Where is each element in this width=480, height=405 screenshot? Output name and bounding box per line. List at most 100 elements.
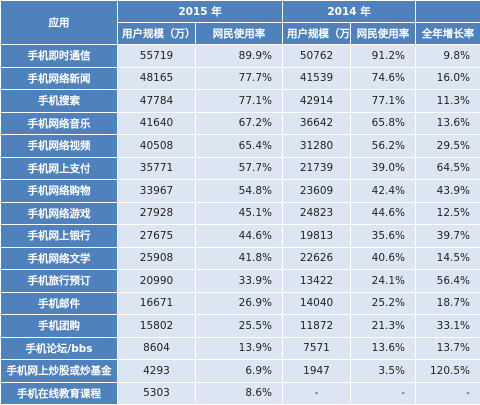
app-name: 手机旅行预订 bbox=[0, 269, 118, 293]
app-name: 手机网上炒股或炒基金 bbox=[0, 359, 118, 383]
table-cell: 36642 bbox=[282, 111, 352, 135]
table-cell: 3.5% bbox=[350, 359, 417, 383]
table-cell: 55719 bbox=[117, 44, 196, 68]
app-name: 手机团购 bbox=[0, 314, 118, 338]
table-cell: 23609 bbox=[282, 179, 352, 203]
table-cell: 67.2% bbox=[194, 111, 284, 135]
table-cell: 8.6% bbox=[194, 381, 284, 405]
table-cell: 77.1% bbox=[194, 89, 284, 113]
table-row: 手机论坛/bbs 8604 13.9% 7571 13.6% 13.7% bbox=[0, 336, 480, 360]
table-cell: 77.1% bbox=[350, 89, 417, 113]
header-cell: 用户规模（万） bbox=[282, 22, 352, 45]
table-cell: 57.7% bbox=[194, 156, 284, 180]
table-cell: 25.2% bbox=[350, 291, 417, 315]
table-cell: 35771 bbox=[117, 156, 196, 180]
table-cell: 13.6% bbox=[350, 336, 417, 360]
table-cell: 27928 bbox=[117, 201, 196, 225]
app-name: 手机网络游戏 bbox=[0, 201, 118, 225]
app-name: 手机网上银行 bbox=[0, 224, 118, 248]
table-cell: 27675 bbox=[117, 224, 196, 248]
table-cell: 91.2% bbox=[350, 44, 417, 68]
app-name: 手机网络视频 bbox=[0, 134, 118, 158]
header-row: 应用 2015 年 2014 年 bbox=[0, 0, 480, 45]
header-cell: 2015 年 bbox=[116, 0, 284, 23]
table-row: 手机网上炒股或炒基金 4293 6.9% 1947 3.5% 120.5% bbox=[0, 359, 480, 383]
table-cell: 44.6% bbox=[194, 224, 284, 248]
table-cell: 14.5% bbox=[415, 246, 480, 270]
table-cell: 48165 bbox=[117, 66, 196, 90]
table-cell: 6.9% bbox=[194, 359, 284, 383]
table-cell: - bbox=[282, 381, 352, 405]
table-row: 手机团购 15802 25.5% 11872 21.3% 33.1% bbox=[0, 314, 480, 338]
table-cell: 7571 bbox=[282, 336, 352, 360]
app-name: 手机网络购物 bbox=[0, 179, 118, 203]
table-cell: 8604 bbox=[117, 336, 196, 360]
app-name: 手机网络文学 bbox=[0, 246, 118, 270]
table-cell: 44.6% bbox=[350, 201, 417, 225]
table-cell: 15802 bbox=[117, 314, 196, 338]
header-cell: 应用 bbox=[0, 0, 118, 45]
table-cell: - bbox=[415, 381, 480, 405]
table-cell: 29.5% bbox=[415, 134, 480, 158]
table-cell: 19813 bbox=[282, 224, 352, 248]
table-cell: 50762 bbox=[282, 44, 352, 68]
table-row: 手机邮件 16671 26.9% 14040 25.2% 18.7% bbox=[0, 291, 480, 315]
app-name: 手机在线教育课程 bbox=[0, 381, 118, 405]
header-cell: 网民使用率 bbox=[194, 22, 284, 45]
header-cell: 网民使用率 bbox=[350, 22, 417, 45]
table-cell: 31280 bbox=[282, 134, 352, 158]
table-cell: 16.0% bbox=[415, 66, 480, 90]
table-row: 手机网上支付 35771 57.7% 21739 39.0% 64.5% bbox=[0, 156, 480, 180]
table-cell: 65.4% bbox=[194, 134, 284, 158]
table-cell: 13.6% bbox=[415, 111, 480, 135]
table-cell: 45.1% bbox=[194, 201, 284, 225]
table-row: 手机网络游戏 27928 45.1% 24823 44.6% 12.5% bbox=[0, 201, 480, 225]
table-cell: 42.4% bbox=[350, 179, 417, 203]
table-row: 手机网络新闻 48165 77.7% 41539 74.6% 16.0% bbox=[0, 66, 480, 90]
header-cell: 用户规模（万） bbox=[117, 22, 196, 45]
table-cell: 89.9% bbox=[194, 44, 284, 68]
header-cell: 2014 年 bbox=[282, 0, 417, 23]
table-cell: 22626 bbox=[282, 246, 352, 270]
app-name: 手机邮件 bbox=[0, 291, 118, 315]
table-row: 手机网络购物 33967 54.8% 23609 42.4% 43.9% bbox=[0, 179, 480, 203]
table-cell: 33.1% bbox=[415, 314, 480, 338]
table-cell: 25908 bbox=[117, 246, 196, 270]
app-name: 手机搜索 bbox=[0, 89, 118, 113]
table-cell: 25.5% bbox=[194, 314, 284, 338]
table-row: 手机网络文学 25908 41.8% 22626 40.6% 14.5% bbox=[0, 246, 480, 270]
table-cell: 4293 bbox=[117, 359, 196, 383]
app-name: 手机论坛/bbs bbox=[0, 336, 118, 360]
table-cell: 56.2% bbox=[350, 134, 417, 158]
header-cell bbox=[415, 0, 480, 23]
table-row: 手机网上银行 27675 44.6% 19813 35.6% 39.7% bbox=[0, 224, 480, 248]
table-cell: 20990 bbox=[117, 269, 196, 293]
table-cell: 64.5% bbox=[415, 156, 480, 180]
table-cell: 21739 bbox=[282, 156, 352, 180]
table-cell: 21.3% bbox=[350, 314, 417, 338]
table-cell: 26.9% bbox=[194, 291, 284, 315]
table-row: 手机即时通信 55719 89.9% 50762 91.2% 9.8% bbox=[0, 44, 480, 68]
table-cell: 1947 bbox=[282, 359, 352, 383]
table-cell: - bbox=[350, 381, 417, 405]
table-cell: 39.0% bbox=[350, 156, 417, 180]
table-cell: 41539 bbox=[282, 66, 352, 90]
table-cell: 13.7% bbox=[415, 336, 480, 360]
table-cell: 41.8% bbox=[194, 246, 284, 270]
table-row: 手机在线教育课程 5303 8.6% - - - bbox=[0, 381, 480, 405]
table-cell: 40508 bbox=[117, 134, 196, 158]
table-cell: 11.3% bbox=[415, 89, 480, 113]
table-cell: 40.6% bbox=[350, 246, 417, 270]
table-cell: 54.8% bbox=[194, 179, 284, 203]
app-name: 手机网络音乐 bbox=[0, 111, 118, 135]
header-cell: 全年增长率 bbox=[415, 22, 480, 45]
table-cell: 11872 bbox=[282, 314, 352, 338]
app-name: 手机网上支付 bbox=[0, 156, 118, 180]
table-cell: 65.8% bbox=[350, 111, 417, 135]
table-cell: 9.8% bbox=[415, 44, 480, 68]
table-cell: 16671 bbox=[117, 291, 196, 315]
app-name: 手机即时通信 bbox=[0, 44, 118, 68]
header-row: 用户规模（万） 网民使用率 用户规模（万） 网民使用率 全年增长率 bbox=[1, 22, 480, 45]
